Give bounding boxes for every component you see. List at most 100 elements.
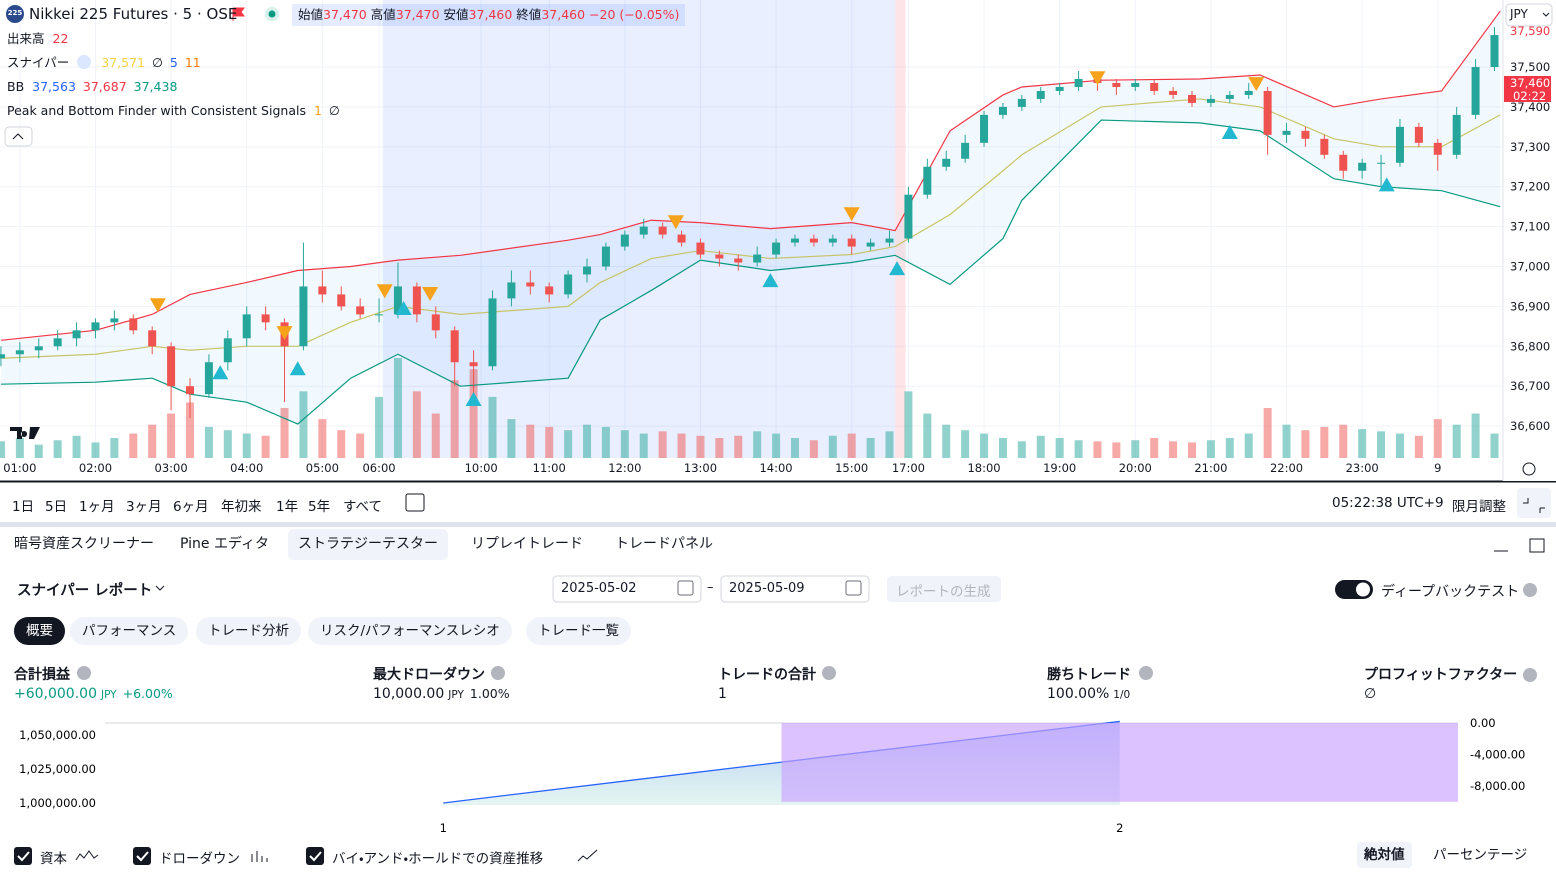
range-button[interactable]: 1ヶ月 xyxy=(79,499,115,515)
indicator-name: Peak and Bottom Finder with Consistent S… xyxy=(7,103,306,118)
help-icon[interactable] xyxy=(1523,583,1537,597)
generate-button[interactable] xyxy=(887,576,1001,602)
volume-bar xyxy=(998,438,1007,458)
panel-tab[interactable]: ストラテジーテスター xyxy=(288,529,448,560)
metric-value: ∅ xyxy=(1364,686,1377,702)
panel-tab[interactable]: Pine エディタ xyxy=(180,536,269,552)
y2-tick-label: -4,000.00 xyxy=(1470,748,1525,762)
y2-tick-label: -8,000.00 xyxy=(1470,779,1525,793)
volume-bar xyxy=(923,413,932,458)
checkbox[interactable] xyxy=(306,847,324,865)
candle-body xyxy=(564,274,573,295)
candle-body xyxy=(1150,82,1159,91)
candle-body xyxy=(526,282,535,287)
mode-button[interactable]: パーセンテージ xyxy=(1433,847,1528,863)
report-subtab[interactable]: 概要 xyxy=(14,617,65,645)
report-subtab[interactable]: トレード一覧 xyxy=(526,617,631,645)
checkbox[interactable] xyxy=(14,847,32,865)
metric-label: プロフィットファクター xyxy=(1364,667,1518,683)
metric-value: 10,000.00 xyxy=(373,686,445,702)
volume-bar xyxy=(223,430,232,458)
currency-button[interactable] xyxy=(1505,3,1553,27)
peak-signal xyxy=(422,287,439,302)
volume-bar xyxy=(148,424,157,458)
report-title[interactable]: スナイパー レポート xyxy=(17,583,153,599)
panel-tab[interactable]: トレードパネル xyxy=(615,536,713,552)
volume-bar xyxy=(1112,442,1121,458)
band-lower xyxy=(0,119,1501,425)
volume-bar xyxy=(620,430,629,458)
legend-checkbox-label[interactable]: バイ・アンド・ホールドでの資産推移 xyxy=(332,851,544,867)
ohlc-value: 37,460 xyxy=(541,7,586,22)
candle-body xyxy=(639,226,648,235)
candle-body xyxy=(847,238,856,247)
clock: 05:22:38 UTC+9 xyxy=(1332,495,1444,511)
report-subtab[interactable]: パフォーマンス xyxy=(70,617,189,645)
volume-bar xyxy=(1188,442,1197,458)
calendar-icon[interactable] xyxy=(845,580,862,596)
volume-bar xyxy=(91,442,100,458)
candle-body xyxy=(34,346,43,351)
volume-bar xyxy=(658,431,667,458)
window-icons[interactable] xyxy=(1494,538,1545,553)
x-tick-label: 11:00 xyxy=(533,461,566,475)
volume-bar xyxy=(412,391,421,458)
x-tick-label: 10:00 xyxy=(465,461,498,475)
report-subtab[interactable]: リスク/パフォーマンスレシオ xyxy=(308,617,512,645)
metric-value: 1 xyxy=(718,686,727,702)
range-button[interactable]: 6ヶ月 xyxy=(173,499,209,515)
range-button[interactable]: 5年 xyxy=(308,499,331,515)
currency[interactable]: JPY xyxy=(1510,7,1528,21)
range-button[interactable]: 5日 xyxy=(45,499,68,515)
legend-checkbox-label[interactable]: ドローダウン xyxy=(159,851,240,867)
volume-bar xyxy=(583,424,592,458)
contract-adjust[interactable]: 限月調整 xyxy=(1452,499,1506,515)
info-icon xyxy=(77,666,91,680)
candle-body xyxy=(1282,130,1291,135)
volume-bar xyxy=(1282,424,1291,458)
y2-tick-label: 0.00 xyxy=(1470,716,1496,730)
y-tick-label: 37,300 xyxy=(1510,140,1550,154)
candle-body xyxy=(1452,114,1461,155)
ohlc-value: 37,460 xyxy=(468,7,513,22)
x-tick-label: 03:00 xyxy=(155,461,188,475)
range-button[interactable]: すべて xyxy=(343,499,383,515)
x-tick-label: 13:00 xyxy=(684,461,717,475)
x-tick-label: 22:00 xyxy=(1270,461,1303,475)
mode-button[interactable]: 絶対値 xyxy=(1357,842,1412,868)
panel-tab[interactable]: 暗号資産スクリーナー xyxy=(14,536,154,552)
candle-body xyxy=(1017,98,1026,107)
candle-body xyxy=(1263,90,1272,135)
date-range-icon[interactable] xyxy=(405,493,425,512)
x-tick-label: 21:00 xyxy=(1194,461,1227,475)
report-subtab[interactable]: トレード分析 xyxy=(196,617,301,645)
fullscreen-button[interactable] xyxy=(1517,488,1551,518)
peak-signal xyxy=(376,284,393,299)
y-tick-label: 36,800 xyxy=(1510,339,1550,353)
metric-row: 1 xyxy=(718,686,731,702)
volume-bar xyxy=(980,433,989,458)
y-tick-label: 1,025,000.00 xyxy=(19,762,96,776)
panel-tab[interactable]: リプレイトレード xyxy=(471,536,583,552)
checkbox[interactable] xyxy=(133,847,151,865)
generate-label[interactable]: レポートの生成 xyxy=(896,584,991,600)
volume-bar xyxy=(280,408,289,458)
range-button[interactable]: 1年 xyxy=(276,499,299,515)
legend-checkbox-label[interactable]: 資本 xyxy=(40,851,67,867)
range-button[interactable]: 3ヶ月 xyxy=(126,499,162,515)
volume-bar xyxy=(1377,431,1386,458)
collapse-button[interactable] xyxy=(4,126,33,147)
volume-bar xyxy=(961,430,970,458)
date-input[interactable] xyxy=(552,575,702,603)
date-input[interactable] xyxy=(720,575,870,603)
range-button[interactable]: 年初来 xyxy=(221,499,262,515)
tv-logo xyxy=(10,427,40,439)
calendar-icon[interactable] xyxy=(677,580,694,596)
indicator-row: 出来高 22 xyxy=(7,30,75,48)
range-button[interactable]: 1日 xyxy=(12,499,35,515)
peak-signal xyxy=(667,215,684,230)
volume-bar xyxy=(1150,438,1159,458)
settings-icon[interactable] xyxy=(1522,462,1536,476)
volume-bar xyxy=(639,433,648,458)
